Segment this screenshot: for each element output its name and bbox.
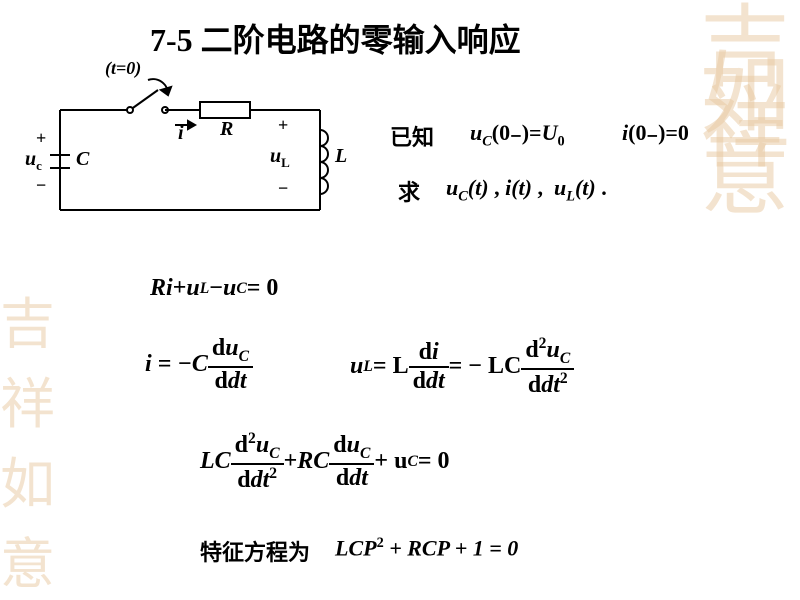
find-text: uC(t) , i(t) , uL(t) . [446, 175, 607, 205]
ind-minus: − [278, 178, 288, 199]
characteristic-eq-label: 特征方程为 [200, 535, 310, 567]
seal-left-3: 如 [0, 460, 55, 510]
seal-top-right-2: 如意 [700, 55, 800, 217]
given-eq1: uC(0₋)=U0 [470, 120, 565, 150]
cap-voltage-label: uc [25, 148, 42, 174]
inductor-label: L [335, 145, 347, 168]
page-title: 7-5 二阶电路的零输入响应 [150, 15, 521, 61]
seal-top-right-1: 吉祥 [700, 8, 800, 170]
circuit-diagram: (t=0) i R + uc − C + uL − L [30, 60, 360, 235]
resistor-label: R [220, 118, 233, 141]
ode-equation: LC d2uC ddt2 + RC duC ddt + uC = 0 [200, 430, 450, 494]
given-label: 已知 [390, 120, 434, 152]
current-equation: i = −C duC ddt [145, 335, 253, 395]
cap-plus: + [36, 128, 46, 149]
kvl-equation: Ri + uL − uC = 0 [150, 275, 278, 302]
ind-plus: + [278, 115, 288, 136]
ind-voltage-label: uL [270, 145, 290, 171]
cap-label: C [76, 148, 89, 171]
find-label: 求 [398, 175, 420, 207]
given-eq2: i(0₋)=0 [622, 120, 689, 146]
characteristic-eq: LCP2 + RCP + 1 = 0 [335, 535, 518, 561]
inductor-voltage-equation: uL = L di ddt = − LC d2uC ddt2 [350, 335, 574, 399]
seal-left-4: 意 [0, 540, 55, 590]
switch-t0-label: (t=0) [105, 58, 141, 79]
seal-left-1: 吉 [0, 300, 55, 350]
current-label: i [178, 122, 184, 145]
seal-left-2: 祥 [0, 380, 55, 430]
cap-minus: − [36, 175, 46, 196]
